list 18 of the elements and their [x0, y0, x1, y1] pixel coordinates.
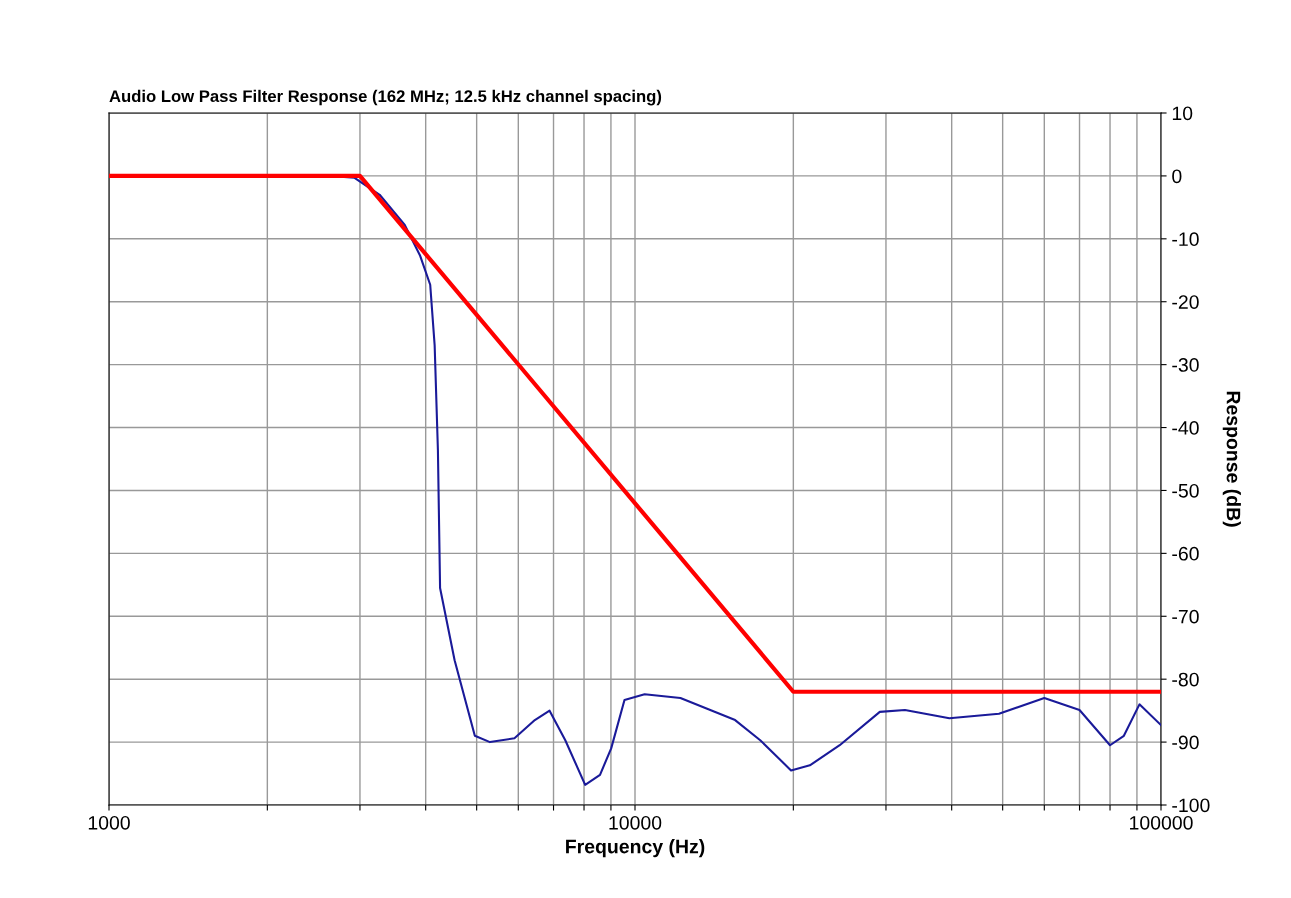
chart-title: Audio Low Pass Filter Response (162 MHz; 12.5 kHz channel spacing): [109, 89, 662, 106]
x-tick-label: 10000: [609, 815, 662, 830]
y-tick-label: -70: [1172, 609, 1199, 624]
x-tick-label: 100000: [1130, 815, 1193, 830]
y-tick-label: -50: [1172, 483, 1199, 498]
y-tick-label: 10: [1172, 106, 1193, 121]
x-axis-title: Frequency (Hz): [566, 839, 705, 858]
y-tick-label: 0: [1172, 169, 1182, 184]
y-axis-title: Response (dB): [1222, 391, 1241, 527]
y-tick-label: -20: [1172, 295, 1199, 309]
y-tick-label: -40: [1172, 421, 1199, 435]
y-tick-label: -90: [1172, 735, 1199, 750]
y-tick-label: -100: [1172, 798, 1210, 813]
y-tick-label: -30: [1172, 358, 1199, 372]
x-tick-label: 1000: [88, 815, 130, 830]
y-tick-label: -60: [1172, 546, 1199, 561]
y-tick-label: -80: [1172, 672, 1199, 687]
y-tick-label: -10: [1172, 232, 1199, 247]
